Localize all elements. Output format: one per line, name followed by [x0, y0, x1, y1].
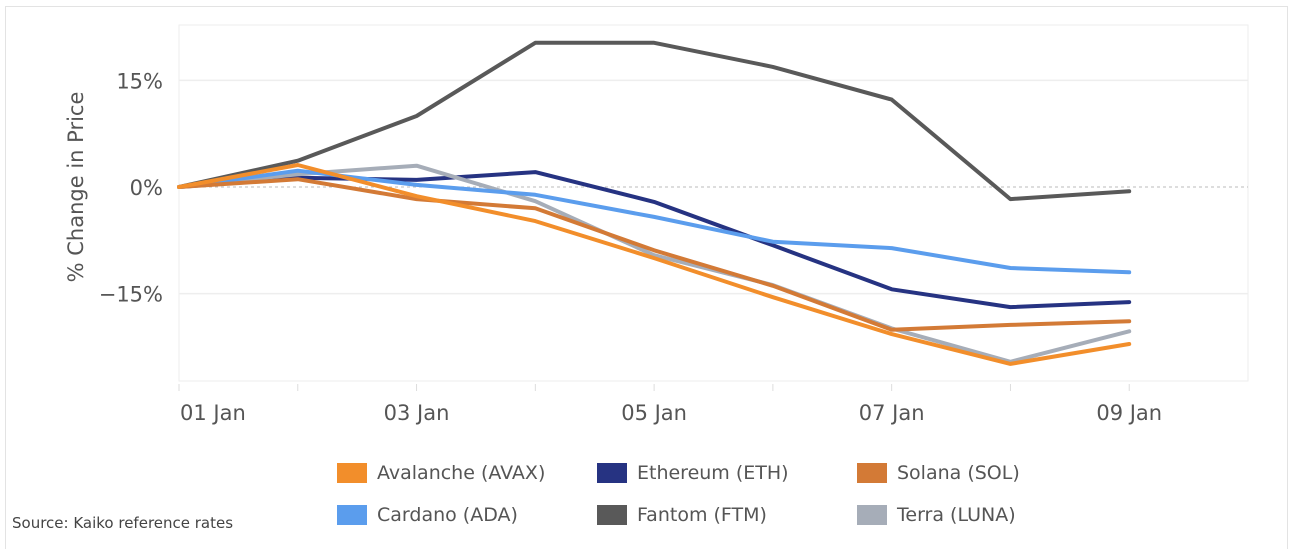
legend-label: Fantom (FTM) [637, 504, 767, 526]
legend-label: Solana (SOL) [897, 462, 1020, 484]
y-tick-label: −15% [99, 283, 163, 307]
legend-swatch [337, 463, 367, 483]
legend-item[interactable]: Cardano (ADA) [337, 500, 597, 530]
series-line-5 [177, 163, 1132, 364]
gridlines [178, 24, 1249, 382]
plot-area [178, 24, 1249, 382]
series-line-1 [177, 170, 1132, 310]
legend-label: Cardano (ADA) [377, 504, 518, 526]
legend-item[interactable]: Avalanche (AVAX) [337, 458, 597, 488]
series-line-4 [177, 40, 1132, 202]
series-lines [177, 40, 1132, 366]
x-tick-label: 05 Jan [621, 401, 687, 425]
legend-swatch [597, 463, 627, 483]
legend-label: Terra (LUNA) [897, 504, 1016, 526]
legend-item[interactable]: Ethereum (ETH) [597, 458, 857, 488]
legend-item[interactable]: Fantom (FTM) [597, 500, 857, 530]
legend-label: Avalanche (AVAX) [377, 462, 546, 484]
x-tick-label: 01 Jan [180, 401, 246, 425]
line-chart: 15% 0% −15% 01 Jan 03 Jan 05 Jan 07 Jan 09 Jan… [64, 24, 1249, 425]
x-tick-label: 03 Jan [384, 401, 450, 425]
y-axis-ticks: 15% 0% −15% [99, 69, 163, 306]
x-axis-ticks: 01 Jan 03 Jan 05 Jan 07 Jan 09 Jan [178, 384, 1162, 425]
legend-swatch [597, 505, 627, 525]
series-line-2 [177, 177, 1132, 332]
y-tick-label: 15% [116, 69, 163, 93]
legend: Avalanche (AVAX) Ethereum (ETH) Solana (SO… [337, 458, 1117, 530]
legend-swatch [857, 463, 887, 483]
legend-swatch [857, 505, 887, 525]
legend-item[interactable]: Terra (LUNA) [857, 500, 1117, 530]
source-note: Source: Kaiko reference rates [12, 514, 234, 532]
legend-label: Ethereum (ETH) [637, 462, 789, 484]
series-line-0 [177, 163, 1132, 366]
chart-frame [5, 6, 1288, 549]
legend-item[interactable]: Solana (SOL) [857, 458, 1117, 488]
x-tick-label: 09 Jan [1096, 401, 1162, 425]
x-tick-label: 07 Jan [859, 401, 925, 425]
y-axis-label: % Change in Price [64, 92, 88, 283]
y-tick-label: 0% [130, 176, 163, 200]
legend-swatch [337, 505, 367, 525]
